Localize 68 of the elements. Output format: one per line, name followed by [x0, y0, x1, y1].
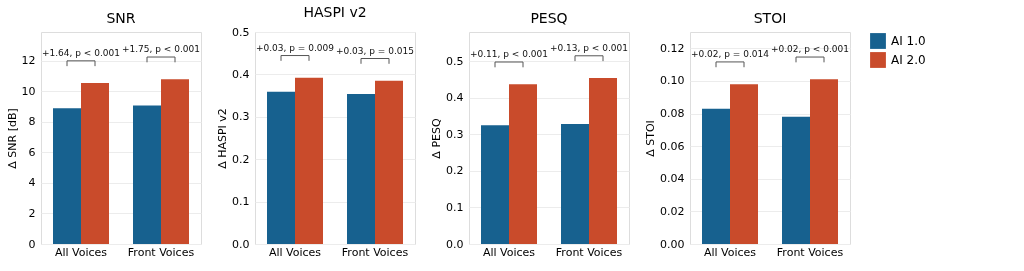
- y-axis-title: Δ HASPI v2: [216, 108, 230, 169]
- y-tick-label: 0.5: [232, 25, 250, 39]
- chart-title: PESQ: [530, 10, 568, 26]
- y-tick-label: 0.2: [232, 152, 250, 166]
- annotation: +0.03, p = 0.009: [255, 42, 335, 53]
- annotation: +0.02, p < 0.001: [770, 44, 850, 55]
- y-tick-label: 10: [21, 84, 36, 98]
- y-tick-label: 0.06: [660, 139, 685, 153]
- y-tick-label: 0.00: [660, 237, 685, 251]
- x-tick-label: Front Voices: [555, 245, 623, 259]
- bar: [133, 105, 161, 244]
- y-tick-label: 0.4: [232, 67, 250, 81]
- bar: [561, 124, 589, 244]
- bar: [730, 84, 758, 244]
- x-tick-label: All Voices: [703, 245, 757, 259]
- legend-label: AI 2.0: [891, 53, 926, 67]
- y-tick-label: 0.2: [446, 164, 464, 178]
- y-tick-label: 0.1: [232, 195, 250, 209]
- bar: [509, 84, 537, 244]
- bar: [702, 108, 730, 244]
- bar: [161, 79, 189, 244]
- x-tick-label: Front Voices: [776, 245, 844, 259]
- x-tick-label: All Voices: [268, 245, 322, 259]
- annotation: +0.13, p < 0.001: [549, 42, 629, 53]
- bar: [810, 79, 838, 244]
- bar: [347, 93, 375, 244]
- y-tick-label: 0.0: [446, 237, 464, 251]
- y-tick-label: 0.4: [446, 91, 464, 105]
- y-axis-title: Δ STOI: [644, 120, 658, 157]
- y-tick-label: 0.3: [232, 110, 250, 124]
- y-tick-label: 0.02: [660, 204, 685, 218]
- y-tick-label: 0: [28, 237, 36, 251]
- y-tick-label: 0.1: [446, 200, 464, 214]
- annotation: +0.02, p = 0.014: [690, 48, 770, 59]
- y-tick-label: 0.04: [660, 172, 685, 186]
- y-tick-label: 2: [28, 207, 36, 220]
- y-tick-label: 0.3: [446, 127, 464, 141]
- chart-title: STOI: [753, 10, 787, 26]
- chart-title: SNR: [106, 10, 136, 26]
- x-tick-label: Front Voices: [341, 245, 409, 259]
- bar: [589, 78, 617, 244]
- annotation: +0.03, p = 0.015: [335, 45, 415, 56]
- y-tick-label: 6: [28, 145, 36, 159]
- annotation: +1.64, p < 0.001: [41, 47, 121, 58]
- bar: [53, 108, 81, 244]
- y-tick-label: 0.0: [232, 237, 250, 251]
- annotation: +1.75, p < 0.001: [121, 44, 201, 55]
- bar: [481, 125, 509, 244]
- x-tick-label: All Voices: [54, 245, 108, 259]
- y-axis-title: Δ PESQ: [430, 118, 444, 159]
- y-axis-title: Δ SNR [dB]: [5, 108, 19, 169]
- y-tick-label: 8: [28, 115, 36, 129]
- bar: [375, 80, 403, 244]
- annotation: +0.11, p < 0.001: [469, 49, 549, 60]
- bar: [267, 91, 295, 244]
- y-tick-label: 4: [28, 176, 36, 190]
- legend-label: AI 1.0: [891, 34, 926, 48]
- y-tick-label: 0.10: [660, 74, 685, 88]
- y-tick-label: 0.12: [660, 41, 685, 55]
- bar: [81, 83, 109, 244]
- x-tick-label: Front Voices: [127, 245, 195, 259]
- y-tick-label: 0.08: [660, 107, 685, 121]
- chart-title: HASPI v2: [303, 4, 367, 20]
- x-tick-label: All Voices: [482, 245, 536, 259]
- bar: [782, 116, 810, 244]
- y-tick-label: 0.5: [446, 54, 464, 68]
- bar: [295, 77, 323, 244]
- y-tick-label: 12: [21, 54, 36, 68]
